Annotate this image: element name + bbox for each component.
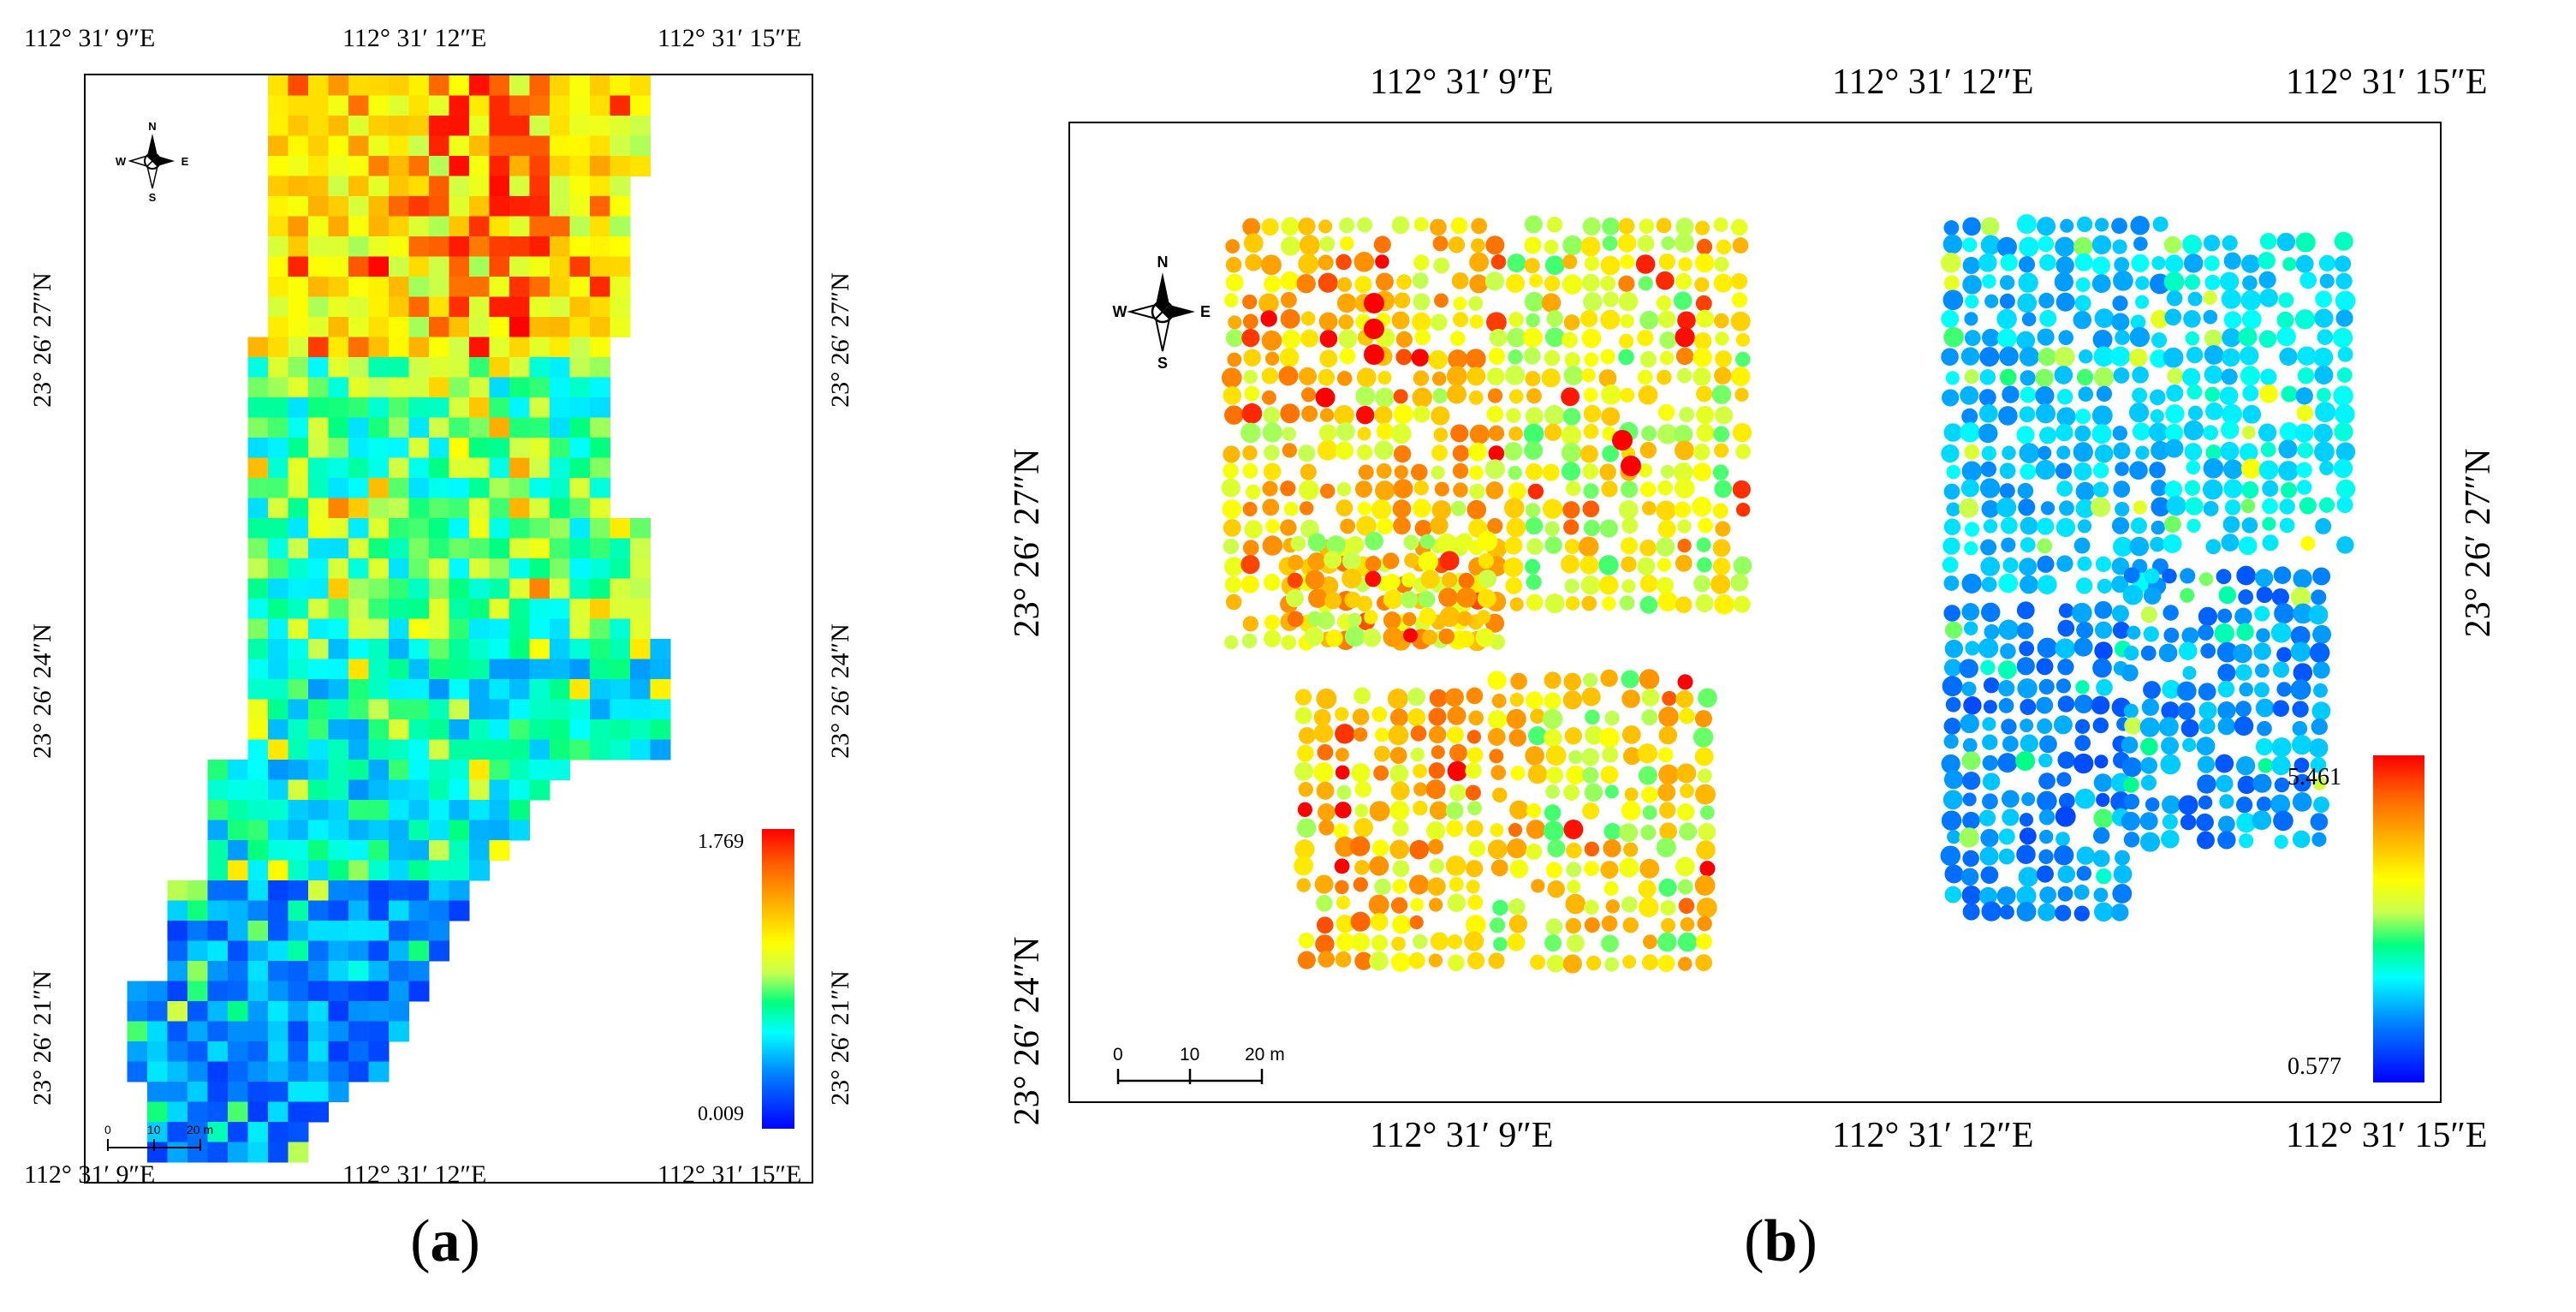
panel-b-bottom-label-2: 112° 31′ 12″E	[1832, 1116, 2034, 1155]
compass-w: W	[116, 155, 127, 168]
panel-a-top-label-3: 112° 31′ 15″E	[657, 24, 802, 52]
panel-b-right-label-1: 23° 26′ 27″N	[2459, 448, 2498, 638]
compass-e: E	[1200, 303, 1211, 320]
scale-label-0: 0	[1113, 1045, 1123, 1065]
panel-a-top-label-2: 112° 31′ 12″E	[342, 24, 487, 52]
compass-rose-icon: N S W E	[116, 120, 189, 204]
panel-a-top-label-1: 112° 31′ 9″E	[24, 24, 156, 52]
panel-a-left-label-3: 23° 26′ 21″N	[28, 970, 57, 1106]
panel-a: 112° 31′ 9″E 112° 31′ 12″E 112° 31′ 15″E…	[0, 0, 865, 1312]
panel-b-legend-ramp	[2373, 755, 2424, 1082]
panel-a-bottom-label-1: 112° 31′ 9″E	[24, 1160, 156, 1189]
compass-s: S	[1157, 355, 1168, 372]
compass-s: S	[149, 191, 157, 204]
scale-label-20m: 20 m	[187, 1123, 213, 1136]
panel-a-right-label-1: 23° 26′ 27″N	[826, 272, 854, 408]
panel-b-top-label-1: 112° 31′ 9″E	[1370, 63, 1554, 102]
scale-label-10: 10	[1180, 1045, 1199, 1065]
panel-a-raster-map	[127, 75, 671, 1163]
panel-a-left-label-1: 23° 26′ 27″N	[28, 272, 57, 408]
panel-a-bottom-label-3: 112° 31′ 15″E	[657, 1160, 802, 1189]
panel-b-map-frame: N S W E 5.461 0.577 0 10 20 m	[1068, 122, 2442, 1103]
panel-b-scale-bar: 0 10 20 m	[1113, 1045, 1285, 1084]
compass-w: W	[1113, 303, 1127, 320]
scale-label-20m: 20 m	[1245, 1045, 1285, 1065]
panel-a-map-frame: N S W E 1.769 0.009 0 10 20 m	[84, 74, 813, 1184]
panel-b-left-label-1: 23° 26′ 27″N	[1008, 448, 1047, 638]
panel-b-legend-max: 5.461	[2287, 764, 2341, 790]
panel-b-bottom-label-1: 112° 31′ 9″E	[1370, 1116, 1554, 1155]
compass-e: E	[181, 155, 189, 168]
panel-b-legend-min: 0.577	[2287, 1053, 2341, 1080]
panel-a-legend-max: 1.769	[698, 831, 744, 853]
compass-n: N	[1157, 253, 1169, 271]
compass-n: N	[148, 120, 156, 133]
panel-a-right-label-3: 23° 26′ 21″N	[826, 970, 854, 1106]
panel-b-top-label-2: 112° 31′ 12″E	[1832, 63, 2034, 102]
panel-b-top-label-3: 112° 31′ 15″E	[2286, 63, 2488, 102]
panel-a-scale-bar: 0 10 20 m	[104, 1123, 213, 1151]
panel-b-left-label-2: 23° 26′ 24″N	[1008, 936, 1047, 1126]
compass-rose-icon: N S W E	[1113, 253, 1211, 372]
scale-label-0: 0	[104, 1123, 111, 1136]
panel-a-legend-ramp	[762, 829, 794, 1129]
panel-a-bottom-label-2: 112° 31′ 12″E	[342, 1160, 487, 1189]
scale-label-10: 10	[147, 1123, 161, 1136]
panel-b-caption: (b)	[1744, 1208, 1817, 1274]
panel-a-legend-min: 0.009	[698, 1103, 744, 1125]
panel-a-caption: (a)	[410, 1208, 480, 1274]
panel-b-bottom-label-3: 112° 31′ 15″E	[2286, 1116, 2488, 1155]
panel-b: 112° 31′ 9″E 112° 31′ 12″E 112° 31′ 15″E…	[976, 0, 2576, 1312]
panel-a-left-label-2: 23° 26′ 24″N	[28, 623, 57, 759]
panel-a-right-label-2: 23° 26′ 24″N	[826, 623, 854, 759]
panel-b-crown-map	[1221, 214, 2356, 974]
